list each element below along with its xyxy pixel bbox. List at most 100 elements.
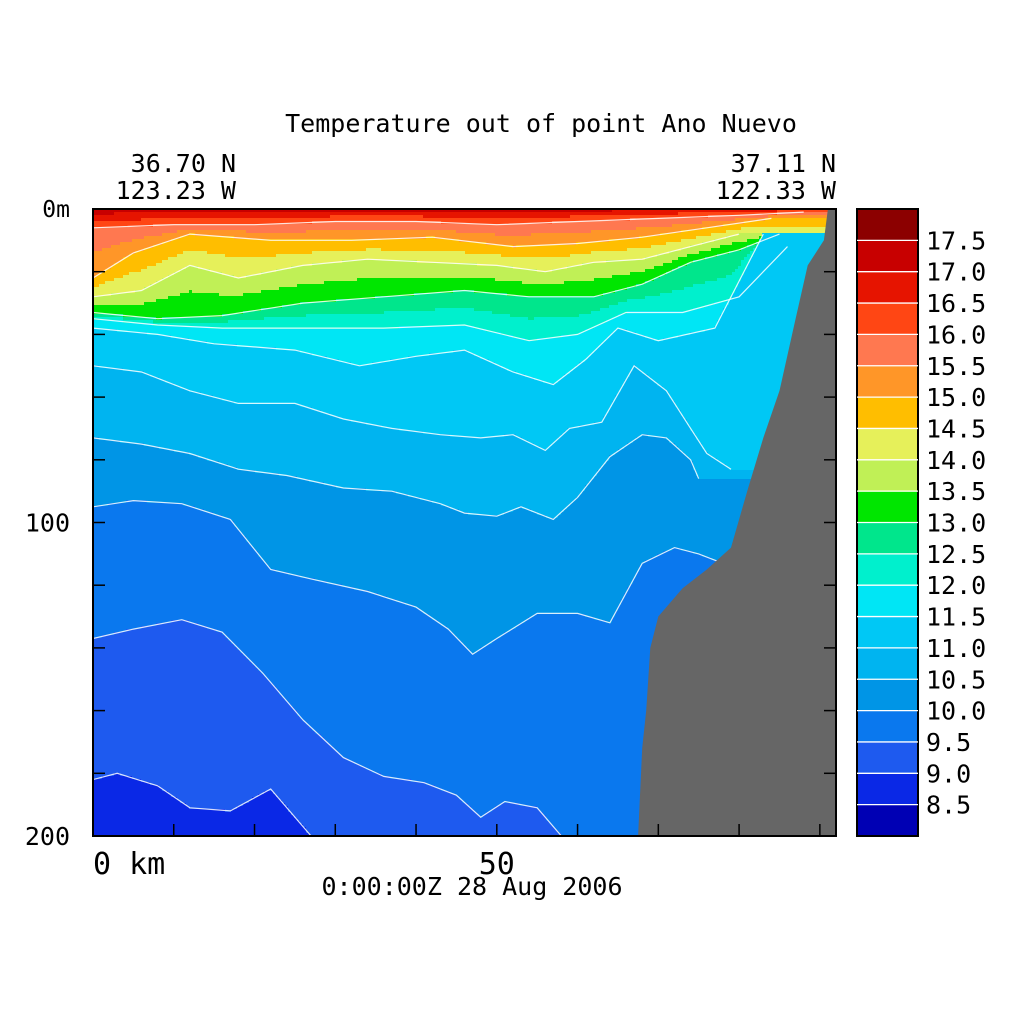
temperature-cell xyxy=(726,224,730,231)
temperature-cell xyxy=(552,218,556,222)
temperature-cell xyxy=(333,281,337,303)
temperature-cell xyxy=(150,785,154,836)
temperature-cell xyxy=(210,344,214,396)
temperature-cell xyxy=(384,209,388,213)
temperature-cell xyxy=(516,281,520,297)
temperature-cell xyxy=(462,209,466,213)
temperature-cell xyxy=(576,317,580,336)
temperature-cell xyxy=(648,227,652,237)
temperature-cell xyxy=(555,257,559,270)
temperature-cell xyxy=(744,233,748,243)
temperature-cell xyxy=(414,260,418,279)
temperature-cell xyxy=(279,224,283,234)
temperature-cell xyxy=(240,533,244,654)
temperature-cell xyxy=(132,629,136,780)
temperature-cell xyxy=(411,260,415,279)
temperature-cell xyxy=(300,407,304,480)
temperature-cell xyxy=(213,272,217,294)
temperature-cell xyxy=(162,317,166,324)
temperature-cell xyxy=(234,344,238,405)
temperature-cell xyxy=(153,317,157,324)
temperature-cell xyxy=(267,212,271,219)
temperature-cell xyxy=(645,338,649,375)
temperature-cell xyxy=(177,503,181,621)
temperature-cell xyxy=(732,242,736,252)
temperature-cell xyxy=(285,305,289,318)
temperature-cell xyxy=(495,266,499,282)
temperature-cell xyxy=(615,329,619,396)
temperature-cell xyxy=(102,776,106,836)
temperature-cell xyxy=(132,254,136,273)
temperature-cell xyxy=(210,461,214,513)
temperature-cell xyxy=(126,209,130,213)
temperature-cell xyxy=(426,500,430,615)
temperature-cell xyxy=(654,341,658,384)
temperature-cell xyxy=(426,311,430,327)
isotherm-lines xyxy=(93,211,804,836)
temperature-cell xyxy=(240,257,244,279)
temperature-cell xyxy=(480,515,484,648)
temperature-cell xyxy=(378,596,382,774)
temperature-cell xyxy=(603,308,607,324)
temperature-cell xyxy=(192,623,196,810)
temperature-cell xyxy=(576,209,580,213)
temperature-cell xyxy=(531,284,535,297)
temperature-cell xyxy=(390,428,394,492)
temperature-cell xyxy=(723,245,727,255)
temperature-cell xyxy=(693,260,697,285)
temperature-cell xyxy=(492,362,496,438)
temperature-cell xyxy=(354,212,358,216)
temperature-cell xyxy=(501,635,505,804)
temperature-cell xyxy=(477,437,481,516)
temperature-cell xyxy=(129,242,133,255)
temperature-cell xyxy=(351,251,355,261)
temperature-cell xyxy=(255,257,259,276)
temperature-cell xyxy=(177,212,181,219)
temperature-cell xyxy=(213,224,217,231)
temperature-cell xyxy=(744,242,748,249)
temperature-cell xyxy=(267,272,271,291)
temperature-cell xyxy=(378,329,382,363)
temperature-cell xyxy=(705,221,709,228)
temperature-cell xyxy=(183,218,187,225)
temperature-cell xyxy=(366,239,370,249)
temperature-cell xyxy=(252,275,256,294)
temperature-cell xyxy=(507,209,511,213)
temperature-cell xyxy=(498,293,502,315)
temperature-cell xyxy=(384,596,388,777)
temperature-cell xyxy=(549,272,553,285)
temperature-cell xyxy=(507,371,511,435)
temperature-cell xyxy=(174,797,178,836)
temperature-cell xyxy=(174,239,178,258)
temperature-cell xyxy=(99,209,103,216)
temperature-cell xyxy=(621,275,625,291)
temperature-cell xyxy=(252,320,256,330)
temperature-cell xyxy=(288,212,292,219)
colorbar-label: 14.0 xyxy=(926,446,986,475)
temperature-cell xyxy=(144,320,148,324)
temperature-cell xyxy=(471,212,475,219)
temperature-cell xyxy=(228,518,232,642)
temperature-cell xyxy=(666,263,670,273)
temperature-cell xyxy=(243,257,247,279)
temperature-cell xyxy=(474,311,478,330)
temperature-cell xyxy=(168,503,172,624)
temperature-cell xyxy=(180,452,184,504)
temperature-cell xyxy=(99,317,103,321)
temperature-cell xyxy=(399,215,403,222)
temperature-cell xyxy=(366,314,370,330)
temperature-cell xyxy=(93,221,97,228)
temperature-cell xyxy=(564,212,568,219)
temperature-cell xyxy=(282,287,286,306)
temperature-cell xyxy=(387,215,391,222)
temperature-cell xyxy=(615,290,619,306)
temperature-cell xyxy=(429,263,433,279)
temperature-cell xyxy=(171,338,175,384)
temperature-cell xyxy=(375,773,379,836)
temperature-cell xyxy=(318,284,322,303)
temperature-cell xyxy=(663,338,667,390)
temperature-cell xyxy=(105,269,109,282)
colorbar-label: 15.5 xyxy=(926,352,986,381)
temperature-cell xyxy=(174,233,178,240)
